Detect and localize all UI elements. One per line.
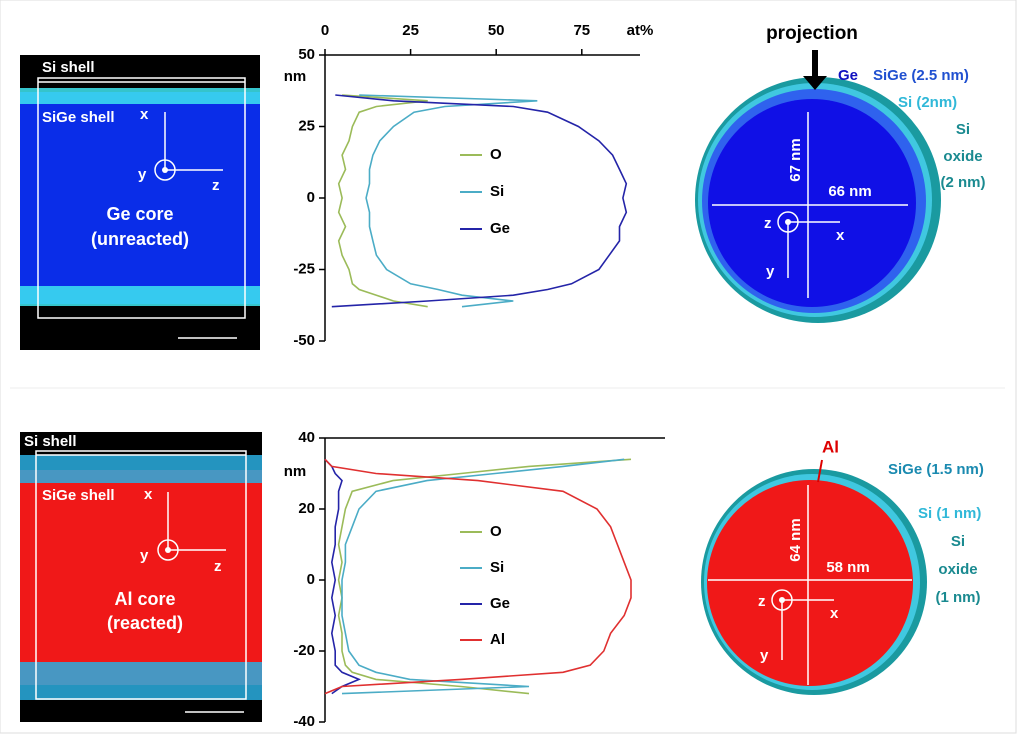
profile-line: [359, 94, 538, 308]
legend-label: O: [490, 146, 502, 163]
axis-letter: z: [764, 215, 772, 232]
profile-line: [331, 94, 628, 308]
y-tick-label: 0: [307, 571, 315, 588]
axis-letter: y: [138, 166, 147, 183]
label: 66 nm: [828, 183, 871, 200]
y-tick-label: 50: [298, 46, 315, 63]
profile-line: [324, 458, 362, 695]
label: Si (2nm): [898, 94, 957, 111]
label: (unreacted): [91, 229, 189, 249]
y-tick-label: 20: [298, 500, 315, 517]
bottom-diagram: Al SiGe (1.5 nm) Si (1 nm) Si oxide (1 n…: [701, 437, 984, 695]
label: Si: [951, 533, 965, 550]
axis-letter: y: [140, 547, 149, 564]
x-tick-label: 75: [573, 22, 590, 39]
axis-letter: y: [760, 647, 769, 664]
legend-label: O: [490, 523, 502, 540]
x-axis-label: at%: [627, 22, 654, 39]
y-tick-label: -50: [293, 332, 315, 349]
axis-letter: x: [830, 605, 839, 622]
label: 67 nm: [787, 138, 804, 181]
label: SiGe shell: [42, 109, 115, 126]
label: Ge core: [106, 204, 173, 224]
label: oxide: [943, 148, 982, 165]
label: Si: [956, 121, 970, 138]
y-tick-label: -25: [293, 260, 315, 277]
label: Ge: [838, 67, 858, 84]
label: (reacted): [107, 613, 183, 633]
label: projection: [766, 23, 858, 44]
axis-letter: x: [140, 106, 149, 123]
x-tick-label: 50: [488, 22, 505, 39]
legend-label: Ge: [490, 220, 510, 237]
axis-letter: z: [214, 558, 222, 575]
axis-letter: z: [758, 593, 766, 610]
x-tick-label: 0: [321, 22, 329, 39]
y-axis-label: nm: [284, 68, 307, 85]
label: 64 nm: [787, 518, 804, 561]
label: oxide: [938, 561, 977, 578]
x-tick-label: 25: [402, 22, 419, 39]
axis-letter: z: [212, 177, 220, 194]
label: Si shell: [42, 59, 95, 76]
label: Al: [822, 437, 839, 456]
label: 58 nm: [826, 559, 869, 576]
label: Si (1 nm): [918, 505, 981, 522]
axis-letter: x: [836, 227, 845, 244]
profile-line: [337, 94, 428, 308]
label: (1 nm): [936, 589, 981, 606]
y-tick-label: 0: [307, 189, 315, 206]
label: SiGe shell: [42, 487, 115, 504]
y-tick-label: 25: [298, 117, 315, 134]
label: (2 nm): [941, 174, 986, 191]
legend-label: Si: [490, 559, 504, 576]
legend-label: Si: [490, 183, 504, 200]
axis-letter: y: [766, 263, 775, 280]
profile-line: [324, 458, 632, 695]
y-tick-label: 40: [298, 429, 315, 446]
label: Al core: [114, 589, 175, 609]
profile-line: [337, 458, 632, 695]
bottom-image: Si shell SiGe shell x y z Al core (react…: [20, 432, 262, 722]
label: Si shell: [24, 433, 77, 450]
y-tick-label: -20: [293, 642, 315, 659]
top-image: Si shell SiGe shell x y z Ge core (unrea…: [20, 55, 260, 350]
legend-label: Al: [490, 631, 505, 648]
top-diagram: projection Ge SiGe (2.5 nm) Si (2nm) Si …: [695, 23, 986, 323]
profile-line: [341, 458, 625, 695]
label: SiGe (2.5 nm): [873, 67, 969, 84]
legend-label: Ge: [490, 595, 510, 612]
label: SiGe (1.5 nm): [888, 461, 984, 478]
y-axis-label: nm: [284, 463, 307, 480]
axis-letter: x: [144, 486, 153, 503]
y-tick-label: -40: [293, 713, 315, 730]
